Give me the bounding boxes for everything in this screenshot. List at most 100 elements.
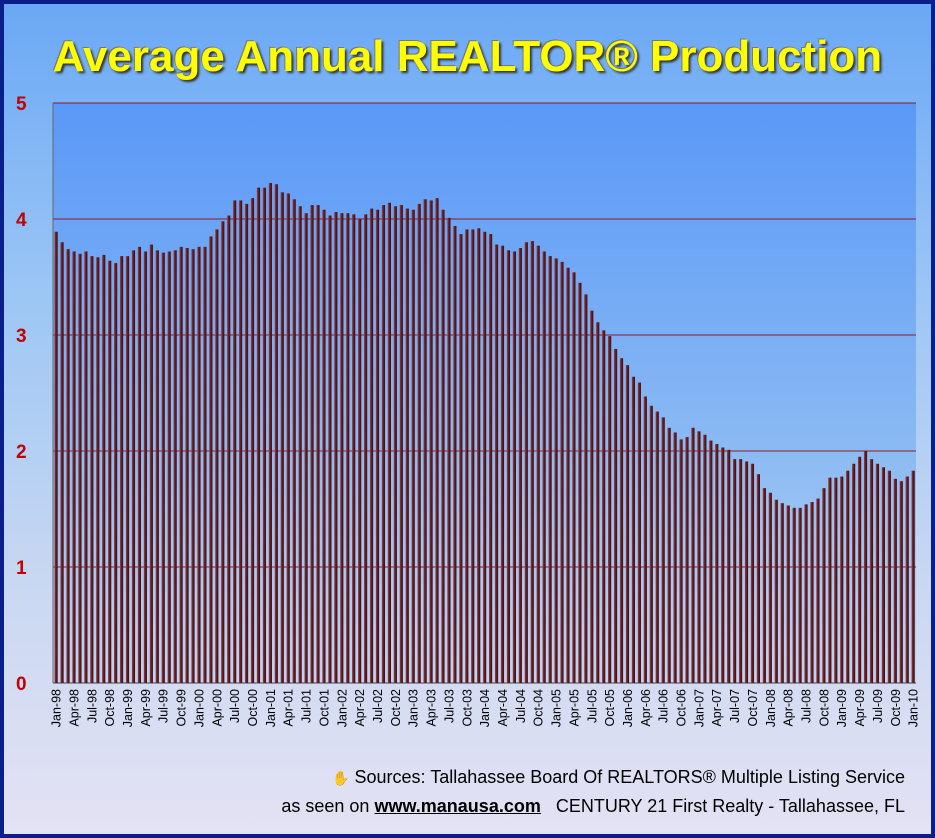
bar (691, 427, 695, 683)
bar (441, 209, 445, 683)
x-tick-label: Jan-08 (764, 689, 778, 727)
y-tick-label: 5 (16, 94, 27, 115)
x-tick-label: Apr-08 (782, 689, 796, 727)
bar (494, 244, 499, 683)
bar (131, 250, 136, 683)
bar (54, 231, 58, 683)
x-tick-label: Apr-03 (425, 689, 439, 727)
source-note: ✋ Sources: Tallahassee Board Of REALTORS… (281, 763, 905, 820)
bar (840, 476, 844, 683)
bar (244, 203, 249, 684)
bar (191, 249, 195, 683)
bar (215, 229, 219, 683)
bar (786, 505, 790, 683)
bar (530, 241, 534, 684)
y-tick-label: 3 (16, 326, 27, 347)
bar (727, 449, 731, 683)
bar (869, 459, 874, 683)
bar (239, 200, 243, 683)
bar (655, 411, 659, 683)
x-tick-label: Apr-09 (853, 689, 867, 727)
bar (60, 242, 64, 683)
bar (863, 451, 868, 683)
bar (536, 245, 540, 683)
x-tick-label: Jan-09 (835, 689, 849, 727)
bar (465, 229, 469, 683)
bar (221, 221, 225, 683)
bar (596, 322, 600, 683)
bar (774, 499, 778, 683)
bar (268, 183, 272, 684)
bar (619, 358, 624, 683)
bar (363, 214, 368, 684)
bar (233, 200, 237, 683)
bar (584, 294, 588, 683)
x-tick-label: Jan-02 (335, 689, 349, 727)
x-tick-label: Jan-98 (50, 689, 64, 727)
bar (578, 282, 582, 683)
bar (316, 205, 320, 683)
bar (548, 256, 552, 683)
x-tick-label: Oct-02 (389, 689, 403, 727)
bar (887, 470, 891, 683)
x-tick-label: Apr-00 (210, 689, 224, 727)
y-tick-label: 4 (16, 210, 27, 231)
bar (911, 470, 915, 683)
x-tick-label: Oct-00 (246, 689, 260, 727)
bar (738, 459, 743, 683)
x-tick-label: Jul-00 (228, 689, 242, 723)
seen-prefix: as seen on (281, 796, 370, 816)
bar (881, 467, 885, 683)
bar (209, 236, 213, 683)
bar (197, 246, 201, 683)
bar (167, 251, 171, 684)
x-tick-label: Oct-99 (175, 689, 189, 727)
bar (102, 254, 106, 683)
bar (411, 209, 415, 683)
bar (697, 431, 701, 683)
seen-on-line: as seen on www.manausa.com CENTURY 21 Fi… (281, 792, 905, 820)
x-tick-label: Jan-03 (407, 689, 421, 727)
bar (899, 481, 903, 683)
x-tick-label: Oct-98 (103, 689, 117, 727)
bar (608, 336, 612, 683)
bar (905, 476, 909, 683)
bar (721, 447, 725, 683)
bar (155, 250, 159, 683)
bar (488, 234, 493, 683)
x-tick-label: Jul-09 (871, 689, 885, 723)
bar (262, 187, 267, 683)
x-tick-label: Jul-08 (800, 689, 814, 723)
bar (703, 434, 707, 683)
bar (857, 456, 862, 683)
bar (715, 444, 719, 683)
bar (298, 206, 302, 684)
bar (453, 225, 457, 683)
bar (328, 215, 332, 683)
site-link[interactable]: www.manausa.com (374, 796, 541, 816)
x-tick-label: Apr-05 (567, 689, 581, 727)
x-tick-label: Apr-04 (496, 689, 510, 727)
x-tick-label: Jan-01 (264, 689, 278, 727)
x-tick-label: Jul-02 (371, 689, 385, 723)
sources-line: ✋ Sources: Tallahassee Board Of REALTORS… (281, 763, 905, 792)
bar (423, 199, 427, 683)
bar (149, 244, 153, 683)
x-tick-label: Oct-01 (317, 689, 331, 727)
bar (435, 198, 439, 683)
bar (417, 203, 421, 684)
bar (661, 417, 665, 683)
bar (399, 205, 403, 683)
bar (852, 463, 856, 683)
bar (709, 440, 713, 683)
bar (768, 492, 772, 683)
x-tick-label: Apr-02 (353, 689, 367, 727)
bar (673, 432, 677, 683)
bar (161, 252, 165, 683)
x-tick-label: Jan-05 (550, 689, 564, 727)
bar (875, 463, 880, 683)
x-tick-label: Jan-99 (121, 689, 135, 727)
bar (667, 427, 671, 683)
bar (804, 504, 808, 683)
bar (631, 376, 636, 683)
